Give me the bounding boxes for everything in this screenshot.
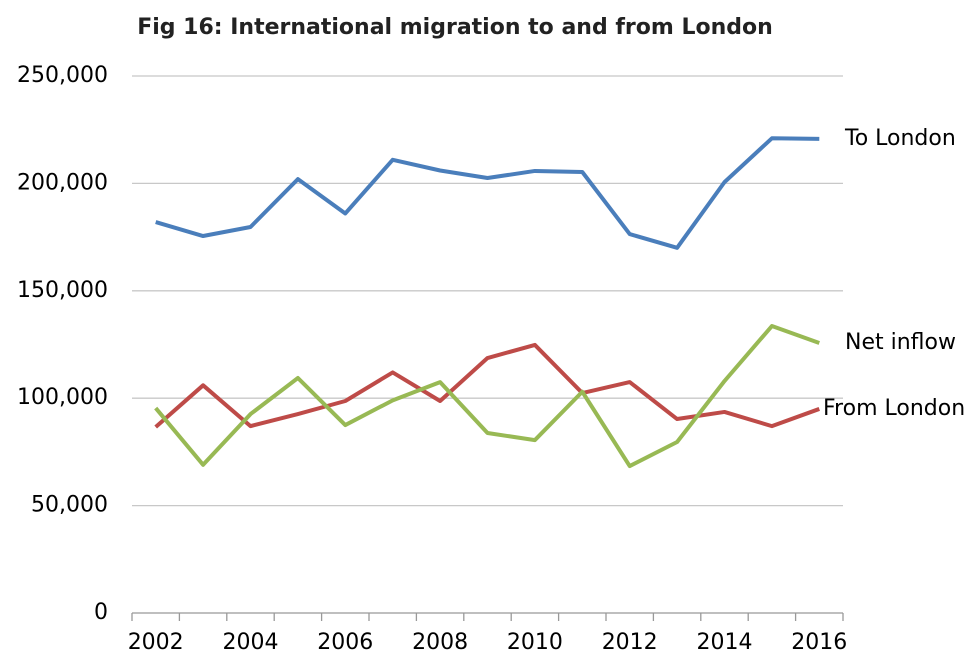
x-tick-label: 2012 xyxy=(602,630,658,655)
series-label: Net inflow xyxy=(845,330,956,355)
y-tick-label: 50,000 xyxy=(31,493,108,518)
y-tick-label: 250,000 xyxy=(17,63,108,88)
chart-title: Fig 16: International migration to and f… xyxy=(137,15,773,40)
x-tick-label: 2016 xyxy=(791,630,847,655)
y-tick-label: 100,000 xyxy=(17,385,108,410)
y-tick-label: 150,000 xyxy=(17,278,108,303)
y-tick-label: 0 xyxy=(94,600,108,625)
x-tick-label: 2002 xyxy=(128,630,184,655)
x-tick-label: 2014 xyxy=(697,630,753,655)
x-tick-label: 2010 xyxy=(507,630,563,655)
series-label: From London xyxy=(823,396,965,421)
series-label: To London xyxy=(844,126,956,151)
x-tick-label: 2006 xyxy=(317,630,373,655)
y-tick-label: 200,000 xyxy=(17,170,108,195)
line-series xyxy=(154,324,820,469)
x-tick-label: 2008 xyxy=(412,630,468,655)
x-tick-label: 2004 xyxy=(223,630,279,655)
line-series xyxy=(155,136,820,250)
line-series xyxy=(154,342,820,429)
